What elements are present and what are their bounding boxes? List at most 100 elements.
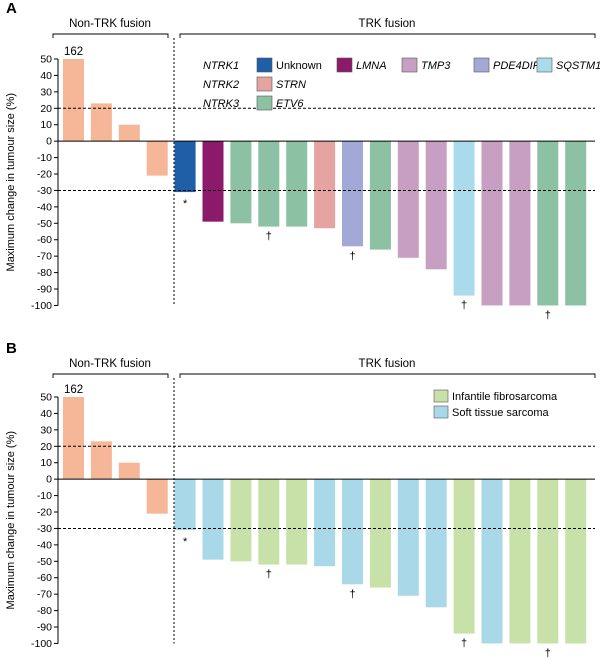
y-tick-label: 0 — [46, 474, 52, 486]
legend-label: TMP3 — [421, 60, 451, 72]
y-tick-label: 20 — [40, 103, 52, 115]
bracket-trk — [179, 373, 596, 378]
y-tick-label: 10 — [40, 457, 52, 469]
bar — [63, 397, 84, 480]
y-tick-label: 10 — [40, 119, 52, 131]
legend-label: STRN — [276, 79, 306, 91]
group-label-trk: TRK fusion — [359, 18, 416, 30]
bar — [481, 479, 503, 644]
y-axis-label: Maximum change in tumour size (%) — [5, 431, 17, 610]
bar — [565, 479, 587, 644]
y-tick-label: -10 — [37, 152, 52, 164]
legend-label: ETV6 — [276, 98, 304, 110]
bar — [369, 141, 391, 250]
legend-swatch — [401, 57, 418, 73]
legend-label: Soft tissue sarcoma — [452, 407, 549, 419]
group-label-non-trk: Non-TRK fusion — [69, 358, 151, 370]
legend-swatch — [256, 95, 273, 111]
legend-swatch — [433, 405, 449, 419]
y-tick-label: -30 — [37, 185, 52, 197]
dagger-marker: † — [349, 250, 355, 262]
legend-gene-label: NTRK1 — [203, 60, 239, 72]
y-tick-label: -80 — [37, 267, 52, 279]
bar — [314, 479, 336, 567]
bar — [258, 141, 280, 227]
y-tick-label: 20 — [40, 441, 52, 453]
legend-label: LMNA — [356, 60, 387, 72]
panel-label: B — [6, 340, 17, 357]
bar — [174, 479, 196, 531]
panel-b: B Non-TRK fusion TRK fusion 162 * † † † † 50 40 30 2… — [5, 340, 596, 659]
asterisk-marker: * — [183, 198, 188, 210]
y-tick-label: 40 — [40, 408, 52, 420]
dagger-marker: † — [349, 588, 355, 600]
dagger-marker: † — [461, 638, 467, 650]
y-tick-label: 50 — [40, 392, 52, 404]
bar — [453, 479, 475, 634]
y-tick-label: -60 — [37, 234, 52, 246]
y-tick-label: -20 — [37, 169, 52, 181]
legend-label: Infantile fibrosarcoma — [452, 391, 558, 403]
y-tick-label: -20 — [37, 507, 52, 519]
bar — [565, 141, 587, 306]
bar-data-label: 162 — [64, 46, 83, 58]
bar — [230, 141, 252, 224]
dagger-marker: † — [461, 300, 467, 312]
bar — [63, 59, 84, 142]
bar — [342, 479, 363, 585]
y-tick-label: -90 — [37, 284, 52, 296]
asterisk-marker: * — [183, 536, 188, 548]
bracket-non-trk — [52, 373, 169, 378]
legend-label: PDE4DIP — [493, 60, 541, 72]
legend-swatch — [256, 57, 273, 73]
group-label-trk: TRK fusion — [359, 358, 416, 370]
bar — [342, 141, 363, 247]
y-tick-label: -100 — [31, 300, 52, 312]
bar — [146, 479, 168, 514]
dagger-marker: † — [545, 309, 551, 321]
bar — [146, 141, 168, 176]
y-tick-label: 30 — [40, 424, 52, 436]
y-tick-label: -70 — [37, 251, 52, 263]
legend-swatch — [433, 389, 449, 403]
bar — [202, 479, 224, 560]
bar — [425, 141, 447, 270]
y-tick-label: -40 — [37, 539, 52, 551]
y-tick-label: -50 — [37, 556, 52, 568]
bar — [174, 141, 196, 193]
legend: NTRK1 Unknown LMNA TMP3 PDE4DIP SQSTM1 NTRK2 ST… — [203, 57, 600, 111]
panel-a: A Non-TRK fusion TRK fusion 162 * † † † † 50 40 30 2… — [5, 0, 600, 321]
bar — [537, 479, 559, 644]
bracket-non-trk — [52, 33, 169, 38]
y-tick-label: -70 — [37, 589, 52, 601]
bar — [314, 141, 336, 229]
legend-swatch — [473, 57, 490, 73]
bar — [90, 441, 112, 480]
bar — [118, 462, 140, 480]
y-axis-label: Maximum change in tumour size (%) — [5, 93, 17, 272]
panel-label: A — [6, 0, 17, 17]
y-tick-label: 50 — [40, 54, 52, 66]
bar — [509, 141, 531, 306]
y-tick-label: -90 — [37, 622, 52, 634]
bar — [509, 479, 531, 644]
bar — [118, 124, 140, 142]
dagger-marker: † — [266, 231, 272, 243]
group-label-non-trk: Non-TRK fusion — [69, 18, 151, 30]
bar — [286, 141, 308, 227]
legend-gene-label: NTRK3 — [203, 98, 240, 110]
dagger-marker: † — [545, 647, 551, 659]
y-tick-label: 40 — [40, 70, 52, 82]
bar — [90, 103, 112, 142]
bar — [453, 141, 475, 296]
y-tick-label: -40 — [37, 201, 52, 213]
dagger-marker: † — [266, 569, 272, 581]
y-tick-label: -10 — [37, 490, 52, 502]
legend-swatch — [256, 76, 273, 92]
bracket-trk — [179, 33, 596, 38]
bar — [397, 479, 419, 596]
legend: Infantile fibrosarcoma Soft tissue sarcom… — [433, 389, 558, 419]
bar — [397, 141, 419, 258]
bar — [202, 141, 224, 222]
